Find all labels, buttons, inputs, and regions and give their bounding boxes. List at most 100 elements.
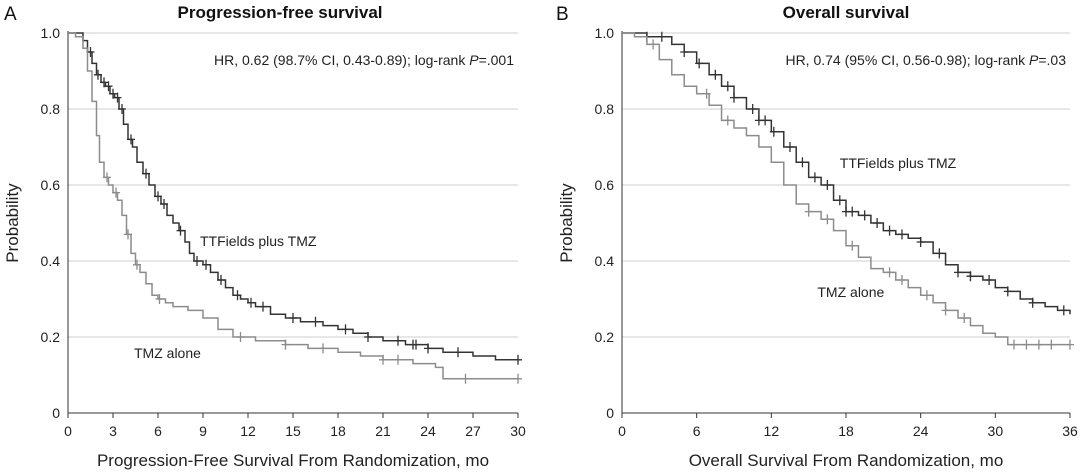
y-tick-label: 0 — [52, 405, 60, 421]
censor-mark — [1034, 339, 1043, 350]
series-line-ttfields-plus-tmz — [622, 32, 1071, 315]
censor-mark — [155, 294, 164, 304]
x-tick-label: 18 — [838, 423, 854, 439]
censor-mark — [680, 47, 689, 57]
censor-mark — [103, 172, 111, 183]
hazard-ratio-annotation: HR, 0.62 (98.7% CI, 0.43-0.89); log-rank… — [214, 52, 514, 68]
censor-mark — [217, 275, 225, 285]
x-axis-label: Progression-Free Survival From Randomiza… — [97, 451, 489, 470]
censor-mark — [514, 354, 522, 365]
y-tick-label: 0.6 — [41, 177, 61, 193]
censor-mark — [104, 81, 113, 92]
censor-mark — [236, 332, 245, 342]
censor-mark — [202, 259, 210, 270]
y-tick-label: 0.4 — [41, 253, 61, 269]
y-tick-label: 0.8 — [595, 101, 615, 117]
censor-mark — [1010, 339, 1018, 350]
censor-mark — [289, 313, 297, 323]
x-tick-label: 15 — [285, 423, 301, 439]
censor-mark — [823, 180, 832, 190]
hazard-ratio-annotation: HR, 0.74 (95% CI, 0.56-0.98); log-rank P… — [785, 52, 1066, 68]
censor-mark — [133, 259, 141, 270]
chart-panel-B: B Overall survival 0 0.2 0.4 0.6 0.8 1.0 0 6 12 18 2… — [556, 3, 1078, 470]
censor-mark — [1003, 286, 1012, 297]
censor-mark — [810, 172, 819, 183]
x-tick-label: 0 — [618, 423, 626, 439]
censor-mark — [94, 69, 102, 80]
censor-mark — [848, 206, 857, 217]
censor-mark — [848, 240, 857, 251]
y-axis-label: Probability — [3, 183, 22, 263]
x-tick-label: 18 — [330, 423, 346, 439]
censor-mark — [1066, 339, 1074, 350]
censor-mark — [364, 332, 372, 342]
series-label-ttfields-plus-tmz: TTFields plus TMZ — [840, 155, 957, 171]
y-axis-label: Probability — [557, 183, 576, 263]
censor-mark — [860, 210, 869, 221]
censor-mark — [761, 115, 770, 126]
y-tick-label: 1.0 — [41, 25, 61, 41]
x-tick-label: 0 — [64, 423, 72, 439]
series-line-tmz-alone — [622, 32, 1070, 346]
censor-mark — [804, 206, 813, 217]
censor-mark — [695, 58, 704, 69]
censor-mark — [341, 324, 350, 335]
x-tick-label: 24 — [913, 423, 929, 439]
censor-mark — [154, 191, 162, 202]
x-tick-label: 21 — [375, 423, 391, 439]
censor-mark — [823, 214, 832, 225]
censor-mark — [730, 92, 738, 103]
chart-title: Progression-free survival — [177, 3, 382, 22]
y-tick-label: 0 — [606, 405, 614, 421]
censor-mark — [124, 229, 132, 240]
censor-mark — [769, 126, 778, 137]
censor-mark — [649, 39, 658, 50]
censor-mark — [454, 347, 462, 358]
x-tick-label: 27 — [465, 423, 481, 439]
y-tick-label: 0.2 — [41, 329, 61, 345]
censor-mark — [319, 343, 327, 354]
censor-mark — [898, 229, 906, 240]
panel-letter: B — [556, 4, 569, 25]
x-tick-label: 30 — [988, 423, 1004, 439]
x-tick-label: 6 — [693, 423, 701, 439]
x-tick-label: 12 — [764, 423, 780, 439]
censor-mark — [711, 69, 720, 80]
censor-mark — [985, 275, 994, 285]
chart-panel-A: A Progression-free survival 0 0.2 0.4 0.6 0.8 1… — [3, 3, 526, 470]
x-tick-label: 24 — [420, 423, 436, 439]
y-tick-label: 1.0 — [595, 25, 615, 41]
censor-mark — [394, 354, 402, 365]
censor-mark — [461, 373, 470, 384]
x-axis-label: Overall Survival From Randomization, mo — [689, 451, 1004, 470]
series-label-tmz-alone: TMZ alone — [817, 284, 884, 300]
censor-mark — [798, 157, 807, 168]
censor-mark — [160, 199, 168, 209]
censor-mark — [885, 267, 894, 278]
x-tick-label: 9 — [199, 423, 207, 439]
censor-mark — [247, 297, 255, 308]
censor-mark — [657, 31, 666, 42]
censor-mark — [394, 335, 402, 346]
y-tick-label: 0.6 — [595, 177, 615, 193]
censor-mark — [941, 305, 950, 316]
censor-mark — [885, 225, 894, 236]
censor-mark — [514, 373, 522, 384]
x-tick-label: 30 — [510, 423, 526, 439]
censor-mark — [379, 354, 387, 365]
y-tick-label: 0.2 — [595, 329, 615, 345]
censor-mark — [281, 339, 290, 350]
censor-mark — [702, 88, 711, 99]
censor-mark — [412, 339, 420, 350]
censor-mark — [233, 290, 242, 301]
censor-mark — [424, 343, 432, 354]
censor-mark — [873, 218, 882, 228]
censor-mark — [1047, 339, 1056, 350]
y-tick-label: 0.4 — [595, 253, 615, 269]
censor-mark — [176, 225, 185, 236]
censor-mark — [118, 104, 126, 114]
censor-mark — [1028, 297, 1037, 308]
x-tick-label: 6 — [154, 423, 162, 439]
chart-title: Overall survival — [783, 3, 910, 22]
